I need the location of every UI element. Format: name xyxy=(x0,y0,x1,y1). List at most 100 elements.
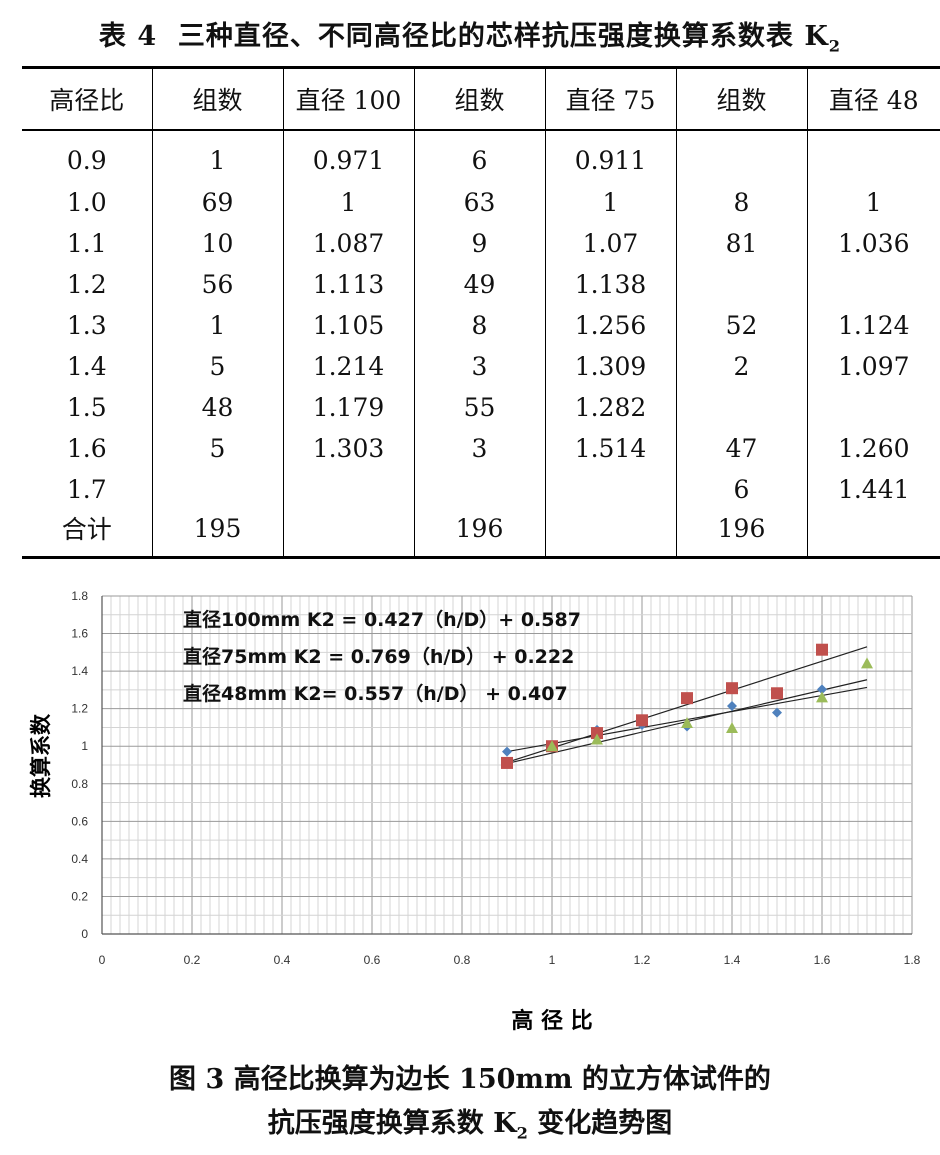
y-tick-label: 0.2 xyxy=(71,889,88,903)
table-title: 表 4 三种直径、不同高径比的芯样抗压强度换算系数表 K2 xyxy=(0,14,940,55)
figure-caption: 图 3 高径比换算为边长 150mm 的立方体试件的 抗压强度换算系数 K2 变… xyxy=(0,1058,940,1155)
table-cell: 196 xyxy=(413,510,545,559)
table-cell: 0.9 xyxy=(66,146,107,175)
table-title-text: 三种直径、不同高径比的芯样抗压强度换算系数表 K xyxy=(177,21,829,52)
data-point-square xyxy=(771,687,783,700)
data-points xyxy=(501,643,873,769)
regression-equation: 直径100mm K2 = 0.427（h/D）+ 0.587 xyxy=(183,608,581,631)
y-tick-label: 1.8 xyxy=(71,589,88,603)
x-tick-label: 0.8 xyxy=(454,953,471,967)
table-title-subscript: 2 xyxy=(828,36,842,56)
regression-equation: 直径48mm K2= 0.557（h/D） + 0.407 xyxy=(183,682,568,705)
table-cell: 1.1 xyxy=(66,229,107,258)
data-point-square xyxy=(501,756,513,769)
y-tick-label: 0 xyxy=(81,927,88,941)
table-cell xyxy=(282,510,414,559)
table-cell: 8 xyxy=(675,182,807,223)
trend-line-2 xyxy=(506,646,868,763)
table-cell: 1.105 xyxy=(282,305,414,346)
y-axis-label: 换算系数 xyxy=(28,713,53,798)
table-cell: 1.260 xyxy=(806,428,940,469)
trend-chart: 0 0.2 0.4 0.6 0.8 1 1.2 1.4 1.6 1.8 0 0.2 0.4 0.6 0.8 1… xyxy=(28,589,921,1034)
table-cell: 1.036 xyxy=(806,223,940,264)
table-cell: 6 xyxy=(675,469,807,510)
x-tick-label: 1 xyxy=(549,953,556,967)
table-row: 1.0 69 1 63 1 8 1 xyxy=(22,182,940,223)
table-cell: 1.4 xyxy=(66,352,107,381)
table-cell xyxy=(675,387,807,428)
table-cell: 1.3 xyxy=(66,311,107,340)
table-cell: 195 xyxy=(151,510,283,559)
table-cell xyxy=(806,510,940,559)
table-cell: 48 xyxy=(151,387,283,428)
y-tick-label: 1.6 xyxy=(71,627,88,641)
table-cell: 56 xyxy=(151,264,283,305)
data-point-triangle xyxy=(726,722,738,734)
x-axis-label: 高 径 比 xyxy=(511,1008,592,1034)
table-number: 表 4 xyxy=(98,21,158,52)
regression-annotations: 直径100mm K2 = 0.427（h/D）+ 0.587 直径75mm K2 … xyxy=(183,608,581,705)
x-tick-label: 0 xyxy=(99,953,106,967)
table-cell: 81 xyxy=(675,223,807,264)
table-cell: 1 xyxy=(151,305,283,346)
column-header: 组数 xyxy=(413,66,545,131)
y-tick-label: 1.4 xyxy=(71,664,88,678)
table-cell: 1.124 xyxy=(806,305,940,346)
table-cell: 1.179 xyxy=(282,387,414,428)
table-cell: 6 xyxy=(413,130,545,182)
table-cell: 3 xyxy=(413,346,545,387)
x-tick-label: 1.2 xyxy=(634,953,651,967)
caption-line-2: 抗压强度换算系数 K2 变化趋势图 xyxy=(0,1102,940,1155)
table-cell: 55 xyxy=(413,387,545,428)
column-header: 组数 xyxy=(675,66,807,131)
data-point-diamond xyxy=(772,707,782,718)
table-row: 1.5 48 1.179 55 1.282 xyxy=(22,387,940,428)
y-tick-label: 0.4 xyxy=(71,852,88,866)
table-cell: 5 xyxy=(151,346,283,387)
data-point-triangle xyxy=(816,691,828,703)
y-tick-label: 0.6 xyxy=(71,814,88,828)
table-cell: 1.7 xyxy=(66,475,107,504)
table-cell: 3 xyxy=(413,428,545,469)
data-point-square xyxy=(591,727,603,740)
table-cell: 49 xyxy=(413,264,545,305)
data-point-triangle xyxy=(861,657,873,669)
data-point-diamond xyxy=(817,684,827,695)
table-cell: 1.303 xyxy=(282,428,414,469)
table-cell: 196 xyxy=(675,510,807,559)
data-point-square xyxy=(636,714,648,727)
table-cell: 1.282 xyxy=(544,387,676,428)
table-cell: 1 xyxy=(806,182,940,223)
table-cell: 8 xyxy=(413,305,545,346)
column-header: 直径 75 xyxy=(544,66,676,131)
column-header: 高径比 xyxy=(22,66,152,131)
table-cell xyxy=(806,264,940,305)
x-tick-label: 0.6 xyxy=(364,953,381,967)
caption-line-1: 图 3 高径比换算为边长 150mm 的立方体试件的 xyxy=(169,1064,771,1095)
x-tick-label: 1.8 xyxy=(904,953,921,967)
table-body: 0.9 1 0.971 6 0.911 1.0 69 1 63 1 8 1 1.1 10 1.087 9 1.0… xyxy=(22,130,940,559)
table-cell: 10 xyxy=(151,223,283,264)
conversion-factor-table: 高径比 组数 直径 100 组数 直径 75 组数 直径 48 0.9 1 0.971 6 0.91… xyxy=(22,66,940,559)
table-cell: 52 xyxy=(675,305,807,346)
data-point-square xyxy=(681,692,693,705)
table-row: 合计 195 196 196 xyxy=(22,510,940,559)
caption-subscript: 2 xyxy=(516,1123,528,1143)
table-cell: 9 xyxy=(413,223,545,264)
table-cell xyxy=(675,130,807,182)
data-point-diamond xyxy=(502,746,512,757)
data-point-triangle xyxy=(546,740,558,752)
table-cell: 1.514 xyxy=(544,428,676,469)
table-row: 1.4 5 1.214 3 1.309 2 1.097 xyxy=(22,346,940,387)
table-cell: 1.6 xyxy=(66,434,107,463)
data-point-triangle xyxy=(591,733,603,745)
x-tick-label: 0.2 xyxy=(184,953,201,967)
table-cell: 1.097 xyxy=(806,346,940,387)
table-cell: 1 xyxy=(151,130,283,182)
column-header: 直径 100 xyxy=(282,66,414,131)
column-header: 组数 xyxy=(151,66,283,131)
y-tick-label: 0.8 xyxy=(71,777,88,791)
table-row: 1.1 10 1.087 9 1.07 81 1.036 xyxy=(22,223,940,264)
table-cell: 1 xyxy=(544,182,676,223)
chart-axes: 0 0.2 0.4 0.6 0.8 1 1.2 1.4 1.6 1.8 0 0.2 0.4 0.6 0.8 1… xyxy=(71,589,920,967)
